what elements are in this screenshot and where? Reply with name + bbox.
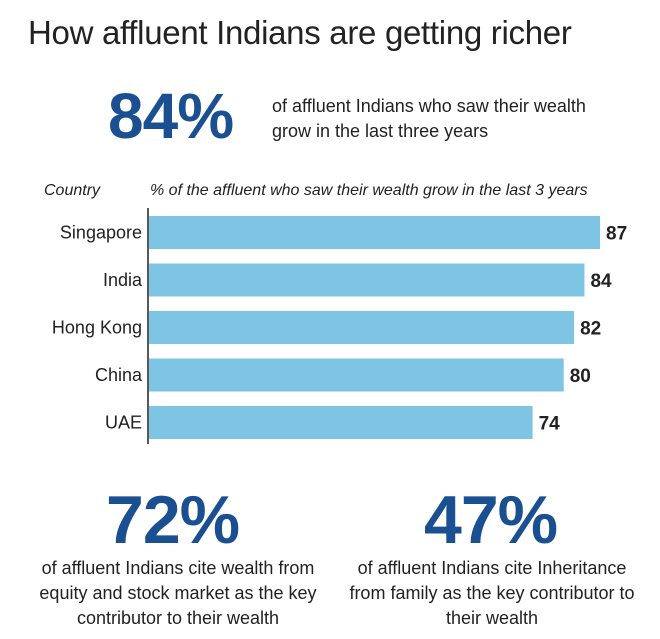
inheritance-stat-text: of affluent Indians cite Inheritance fro… [349, 558, 635, 628]
tick-label-china: China [95, 365, 143, 385]
bar-india [149, 263, 585, 297]
data-label-hong-kong: 82 [580, 319, 601, 340]
data-label-uae: 74 [539, 414, 561, 435]
bar-hong-kong [149, 311, 575, 344]
bar-singapore [149, 216, 600, 249]
tick-label-india: India [103, 270, 143, 290]
equity-stat-text: of affluent Indians cite wealth from equ… [39, 558, 317, 628]
tick-label-hong-kong: Hong Kong [52, 318, 142, 338]
inheritance-stat-value: 47% [424, 482, 558, 558]
equity-stat-value: 72% [106, 482, 240, 558]
data-label-singapore: 87 [606, 224, 627, 245]
hero-stat-value: 84% [108, 80, 234, 152]
data-label-india: 84 [590, 271, 612, 292]
tick-label-singapore: Singapore [60, 223, 142, 243]
bar-chart: Singapore 87 India 84 Hong Kong 82 China 80 UAE 7… [52, 208, 627, 444]
value-header: % of the affluent who saw their wealth g… [150, 182, 588, 199]
data-label-china: 80 [570, 366, 591, 387]
bar-uae [149, 406, 533, 439]
hero-stat-text: of affluent Indians who saw their wealth… [272, 96, 586, 141]
category-header: Country [44, 182, 101, 199]
page-title: How affluent Indians are getting richer [28, 14, 572, 51]
bar-china [149, 358, 564, 392]
tick-label-uae: UAE [105, 413, 142, 433]
